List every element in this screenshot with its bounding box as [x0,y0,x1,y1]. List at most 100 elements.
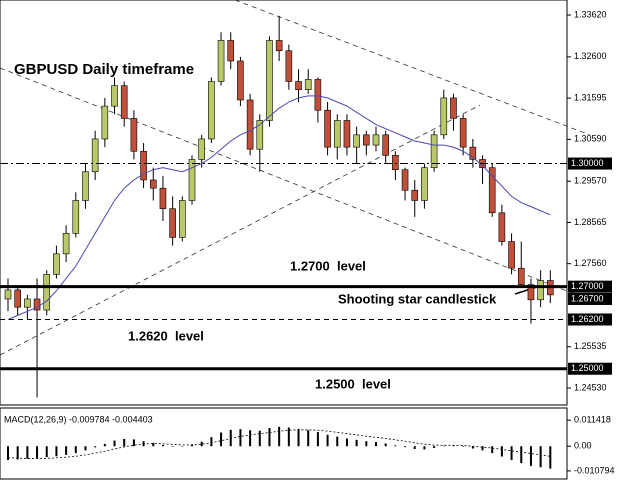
macd-bar [171,446,174,447]
candle-body [266,40,273,121]
macd-bar [345,438,348,447]
candle-body [101,105,109,140]
candle-body [217,40,225,82]
y-tick-label: 1.30590 [574,134,607,144]
annotation: Shooting star candlestick [338,291,497,306]
candle-body [488,167,496,214]
price-label-box [568,157,612,170]
candle-body [372,134,380,146]
macd-bar [268,427,271,447]
annotation: 1.2500 level [315,376,391,391]
macd-bar [55,446,58,457]
macd-bar [132,439,135,447]
macd-bar [539,446,542,468]
macd-bar [355,439,358,447]
macd-bar [297,428,300,447]
candle-body [459,118,467,148]
macd-bar [413,446,416,449]
candle-body [82,171,89,201]
candle-body [246,99,254,150]
macd-bar [336,436,339,447]
macd-bar [249,430,252,447]
candle-body [537,280,544,301]
macd-bar [442,445,445,447]
macd-bar [462,446,465,447]
macd-bar [200,441,203,447]
candle-body [140,150,147,181]
price-label-box [568,362,612,375]
price-panel [0,0,568,406]
candle-body [392,155,399,171]
y-tick-label: 1.24530 [574,382,607,392]
candle-body [227,40,235,62]
candle-body [53,253,60,275]
candle-body [208,81,215,140]
candle-body [275,40,283,52]
y-tick-label: 1.27560 [574,258,607,268]
macd-bar [520,446,523,464]
candle-body [430,134,438,168]
macd-bar [210,437,213,447]
candle-body [111,85,118,107]
price-label: 1.26700 [571,293,604,303]
macd-bar [481,446,484,451]
candle-body [324,109,331,148]
macd-bar [365,441,368,447]
candle-body [72,200,80,234]
macd-panel [0,407,568,480]
candle-body [149,179,157,189]
macd-signal [7,429,551,459]
candle-body [421,167,428,201]
macd-bar [316,432,319,447]
macd-bar [74,446,77,454]
candle-body [343,120,351,148]
candle-body [333,120,341,148]
macd-bar [433,446,436,449]
candle-body [353,134,360,148]
macd-bar [491,446,494,454]
macd-bar [529,446,532,466]
macd-bar [258,430,261,447]
annotation: GBPUSD Daily timeframe [14,61,194,78]
macd-bar [239,429,242,447]
candle-body [411,189,419,201]
price-label: 1.30000 [571,158,604,168]
candle-body [24,298,31,308]
price-label: 1.26200 [571,314,604,324]
moving-average [7,95,551,320]
macd-bar [394,445,397,447]
trendline [0,104,481,356]
candle-body [179,200,186,238]
price-label-box [568,313,612,326]
candle-body [188,159,196,201]
macd-bar [500,446,503,457]
candle-body [527,284,535,301]
macd-bar [549,446,552,469]
macd-bar [375,442,377,447]
candle-body [285,50,293,82]
candle-body [401,169,409,191]
macd-bar [123,438,126,447]
macd-bar [191,444,193,447]
candle-body [295,81,302,90]
macd-bar [152,443,155,447]
macd-bar [326,434,329,447]
macd-bar [287,427,290,447]
macd-bar [84,446,87,451]
macd-bar [36,446,39,459]
macd-bar [7,446,9,460]
candle-body [198,138,205,160]
macd-bar [220,432,223,447]
macd-bar [278,426,281,447]
macd-bar [113,440,116,447]
candle-body [4,289,12,300]
candle-body [169,208,176,238]
macd-bar [452,445,455,447]
candle-body [130,118,138,152]
price-label: 1.27000 [571,281,604,291]
y-tick-label: 0.00 [574,441,592,451]
candle-body [14,289,21,308]
macd-bar [471,446,474,449]
macd-bar [103,443,106,447]
candle-body [33,298,41,311]
